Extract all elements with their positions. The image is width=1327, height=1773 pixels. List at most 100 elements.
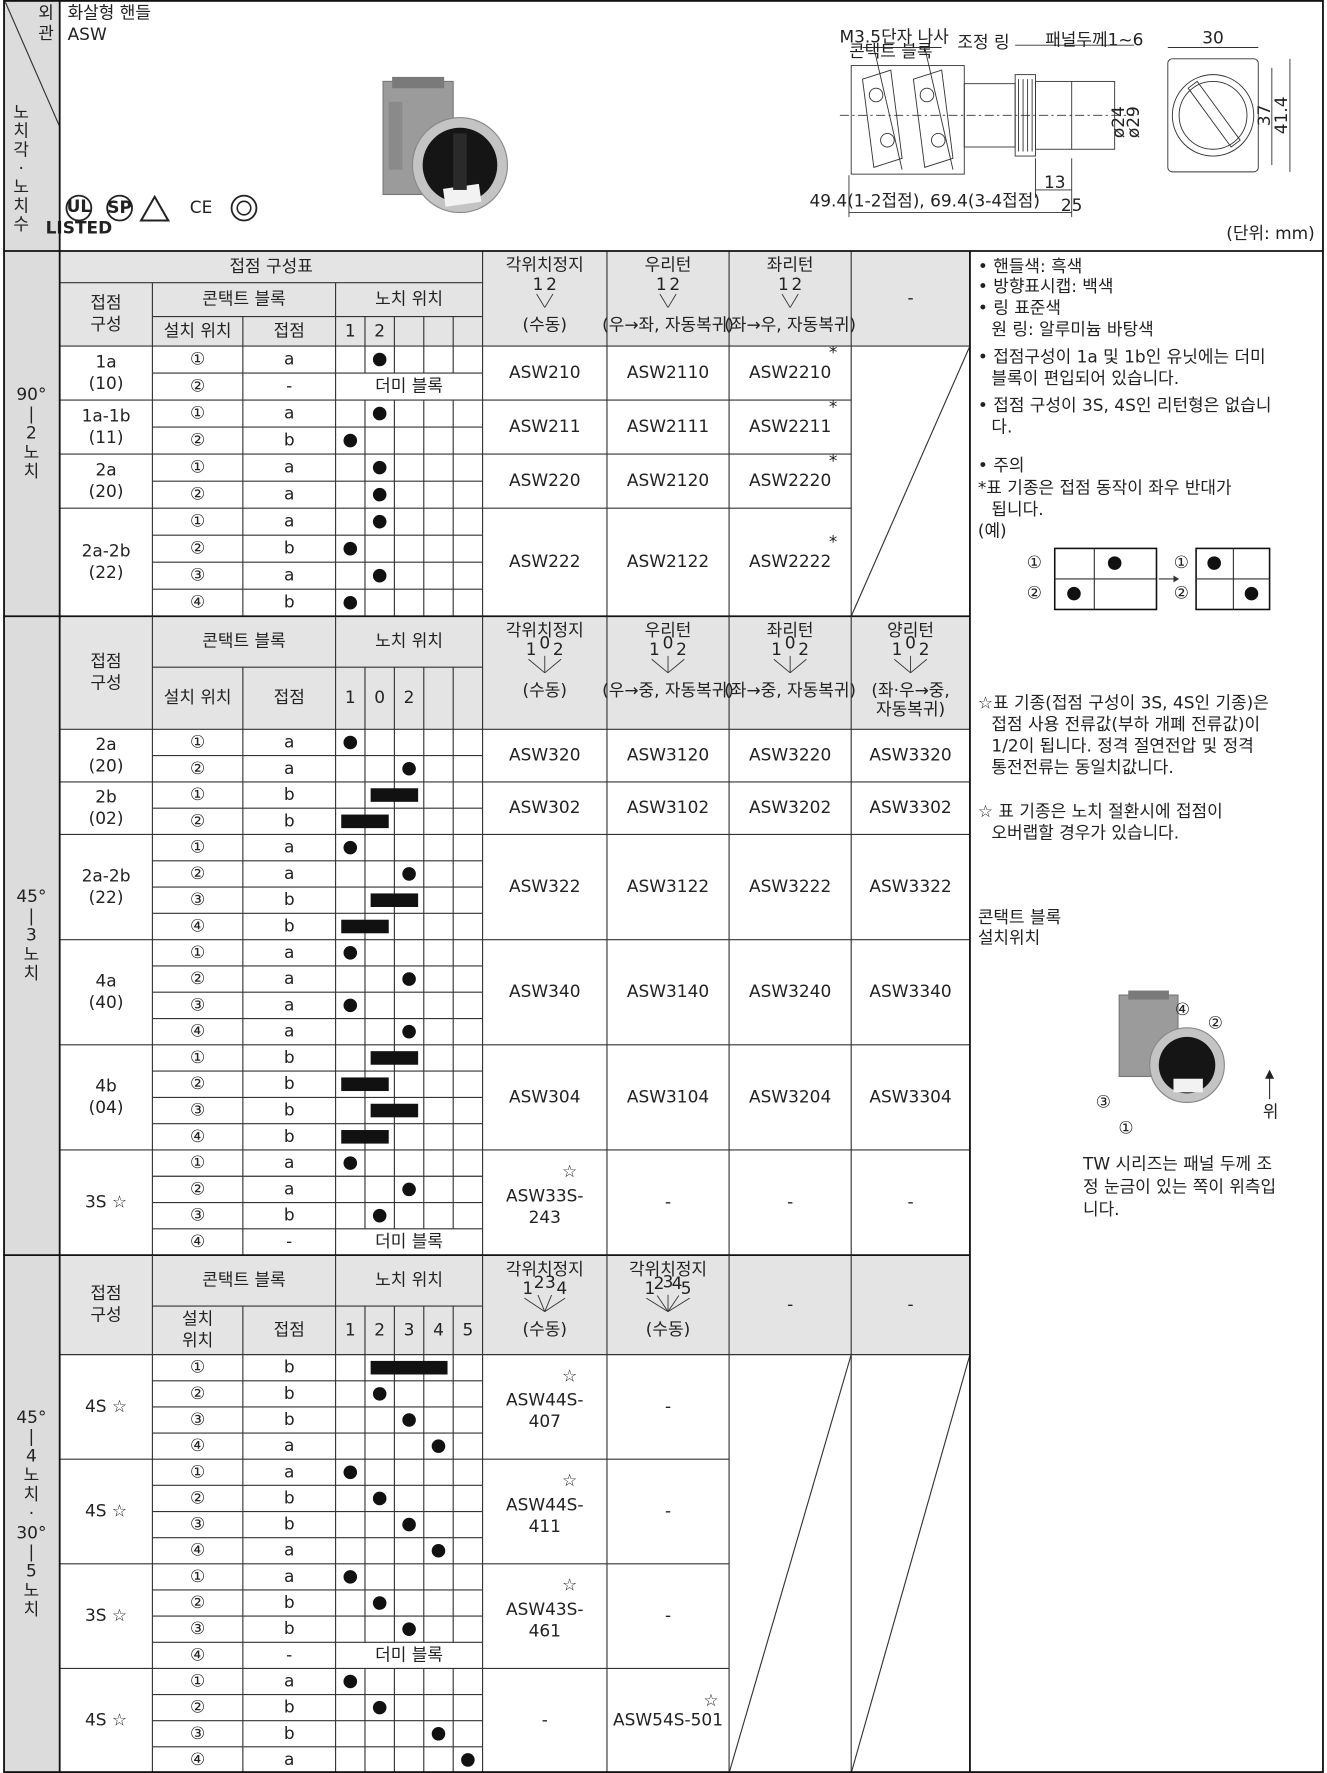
- switch-label: 0: [905, 632, 916, 652]
- contact-bar: [341, 1077, 389, 1092]
- mount-position: ②: [190, 1073, 205, 1093]
- contact-type: b: [284, 889, 295, 909]
- switch-stroke: [773, 658, 791, 674]
- mount-position: ③: [190, 889, 205, 909]
- contact-bar: [370, 1103, 419, 1118]
- switch-label: 0: [663, 632, 674, 652]
- contact-bar: [341, 919, 389, 934]
- contact-dot: [461, 1753, 475, 1767]
- model-note: *: [829, 342, 837, 362]
- model-code: ASW3140: [627, 981, 709, 1001]
- model-code: ASW3340: [869, 981, 951, 1001]
- contact-bar: [370, 1360, 448, 1375]
- switch-label: 0: [785, 632, 796, 652]
- switch-stroke: [667, 1297, 690, 1313]
- section-label: 치: [24, 461, 40, 481]
- dimension-label: 37: [1254, 105, 1274, 127]
- column-head: 노치 위치: [375, 631, 443, 651]
- switch-stroke: [656, 1295, 669, 1312]
- section-label: 3: [26, 925, 37, 945]
- switch-label: 2: [669, 274, 680, 294]
- switch-label: 2: [534, 1272, 545, 1292]
- contact-type: b: [284, 1487, 295, 1507]
- contact-dot: [372, 406, 387, 421]
- column-head: 구성: [90, 1305, 121, 1325]
- note-text: 설치위치: [978, 928, 1040, 948]
- contact-type: a: [284, 758, 294, 778]
- example-label: ①: [1027, 552, 1042, 572]
- contact-dot: [402, 972, 416, 986]
- model-code: ASW3102: [627, 797, 709, 817]
- switch-label: 1: [778, 274, 789, 294]
- dimension-label: 30: [1202, 27, 1224, 47]
- model-code: -: [665, 1396, 671, 1416]
- contact-type: a: [284, 1670, 294, 1690]
- contact-dot: [343, 946, 358, 960]
- type-head: -: [787, 1294, 793, 1314]
- switch-stroke: [524, 1297, 546, 1313]
- contact-config: 4S ☆: [85, 1396, 127, 1416]
- contact-type: b: [284, 1723, 295, 1743]
- example-label: ②: [1027, 583, 1042, 603]
- switch-stroke: [667, 293, 677, 308]
- model-code: ASW3120: [627, 745, 709, 765]
- dimension-label: 패널두께1~6: [1045, 30, 1143, 50]
- switch-stroke: [651, 658, 669, 674]
- mounting-photo: [1118, 990, 1275, 1104]
- contact-config: 3S ☆: [85, 1605, 127, 1625]
- contact-config: 1a-1b: [82, 405, 131, 425]
- side-label: 관: [38, 23, 54, 43]
- contact-config: 2a-2b: [82, 865, 131, 885]
- section-label: 2: [26, 423, 37, 443]
- photo-label: ④: [1175, 999, 1190, 1019]
- contact-type: b: [284, 1357, 295, 1377]
- section-label: |: [29, 905, 35, 925]
- switch-label: 2: [792, 274, 803, 294]
- contact-type: a: [284, 565, 294, 585]
- switch-label: 1: [892, 639, 903, 659]
- type-head: -: [908, 288, 914, 308]
- section-label: |: [29, 1542, 35, 1562]
- model-code: ASW3104: [627, 1086, 709, 1106]
- contact-type: a: [284, 1461, 294, 1481]
- switch-stroke: [537, 1294, 546, 1312]
- column-head: 설치 위치: [164, 687, 232, 707]
- switch-label: 3: [545, 1272, 556, 1292]
- model-code: ASW2120: [627, 470, 709, 490]
- side-label: 노: [13, 177, 29, 197]
- model-code: ASW3240: [749, 981, 831, 1001]
- mount-position: ④: [190, 1126, 205, 1146]
- note-text: • 핸들색: 흑색: [978, 256, 1082, 276]
- switch-label: 1: [533, 274, 544, 294]
- mount-position: ④: [190, 1435, 205, 1455]
- contact-config: 4b: [95, 1076, 117, 1096]
- mount-position: ④: [190, 1231, 205, 1251]
- note-text: 통전전류는 동일치값니다.: [991, 757, 1173, 777]
- switch-stroke: [667, 658, 685, 674]
- section-label: 치: [24, 1599, 40, 1619]
- section-label: 노: [24, 1465, 40, 1485]
- switch-label: 1: [771, 639, 782, 659]
- contact-type: b: [284, 592, 295, 612]
- section-label: 노: [24, 944, 40, 964]
- product-model: ASW: [68, 24, 107, 44]
- photo-caption: 정 눈금이 있는 쪽이 위측입: [1083, 1176, 1276, 1196]
- contact-type: -: [286, 376, 292, 396]
- contact-type: a: [284, 1749, 294, 1769]
- type-mode: (우→좌, 자동복귀): [602, 315, 734, 335]
- cert-mark: SP: [107, 197, 132, 217]
- contact-type: -: [286, 1231, 292, 1251]
- model-code: ASW44S-: [506, 1390, 584, 1410]
- contact-dot: [402, 1517, 416, 1532]
- contact-type: b: [284, 1100, 295, 1120]
- contact-type: b: [284, 1592, 295, 1612]
- model-note: ☆: [562, 1470, 577, 1490]
- mount-position: ②: [190, 484, 205, 504]
- column-head: 노치 위치: [375, 289, 443, 309]
- switch-label: 5: [681, 1278, 692, 1298]
- type-head: -: [908, 1294, 914, 1314]
- mount-position: ①: [190, 731, 205, 751]
- column-head: 설치: [182, 1309, 213, 1329]
- model-code: ASW220: [509, 470, 580, 490]
- cert-mark: UL: [67, 196, 92, 216]
